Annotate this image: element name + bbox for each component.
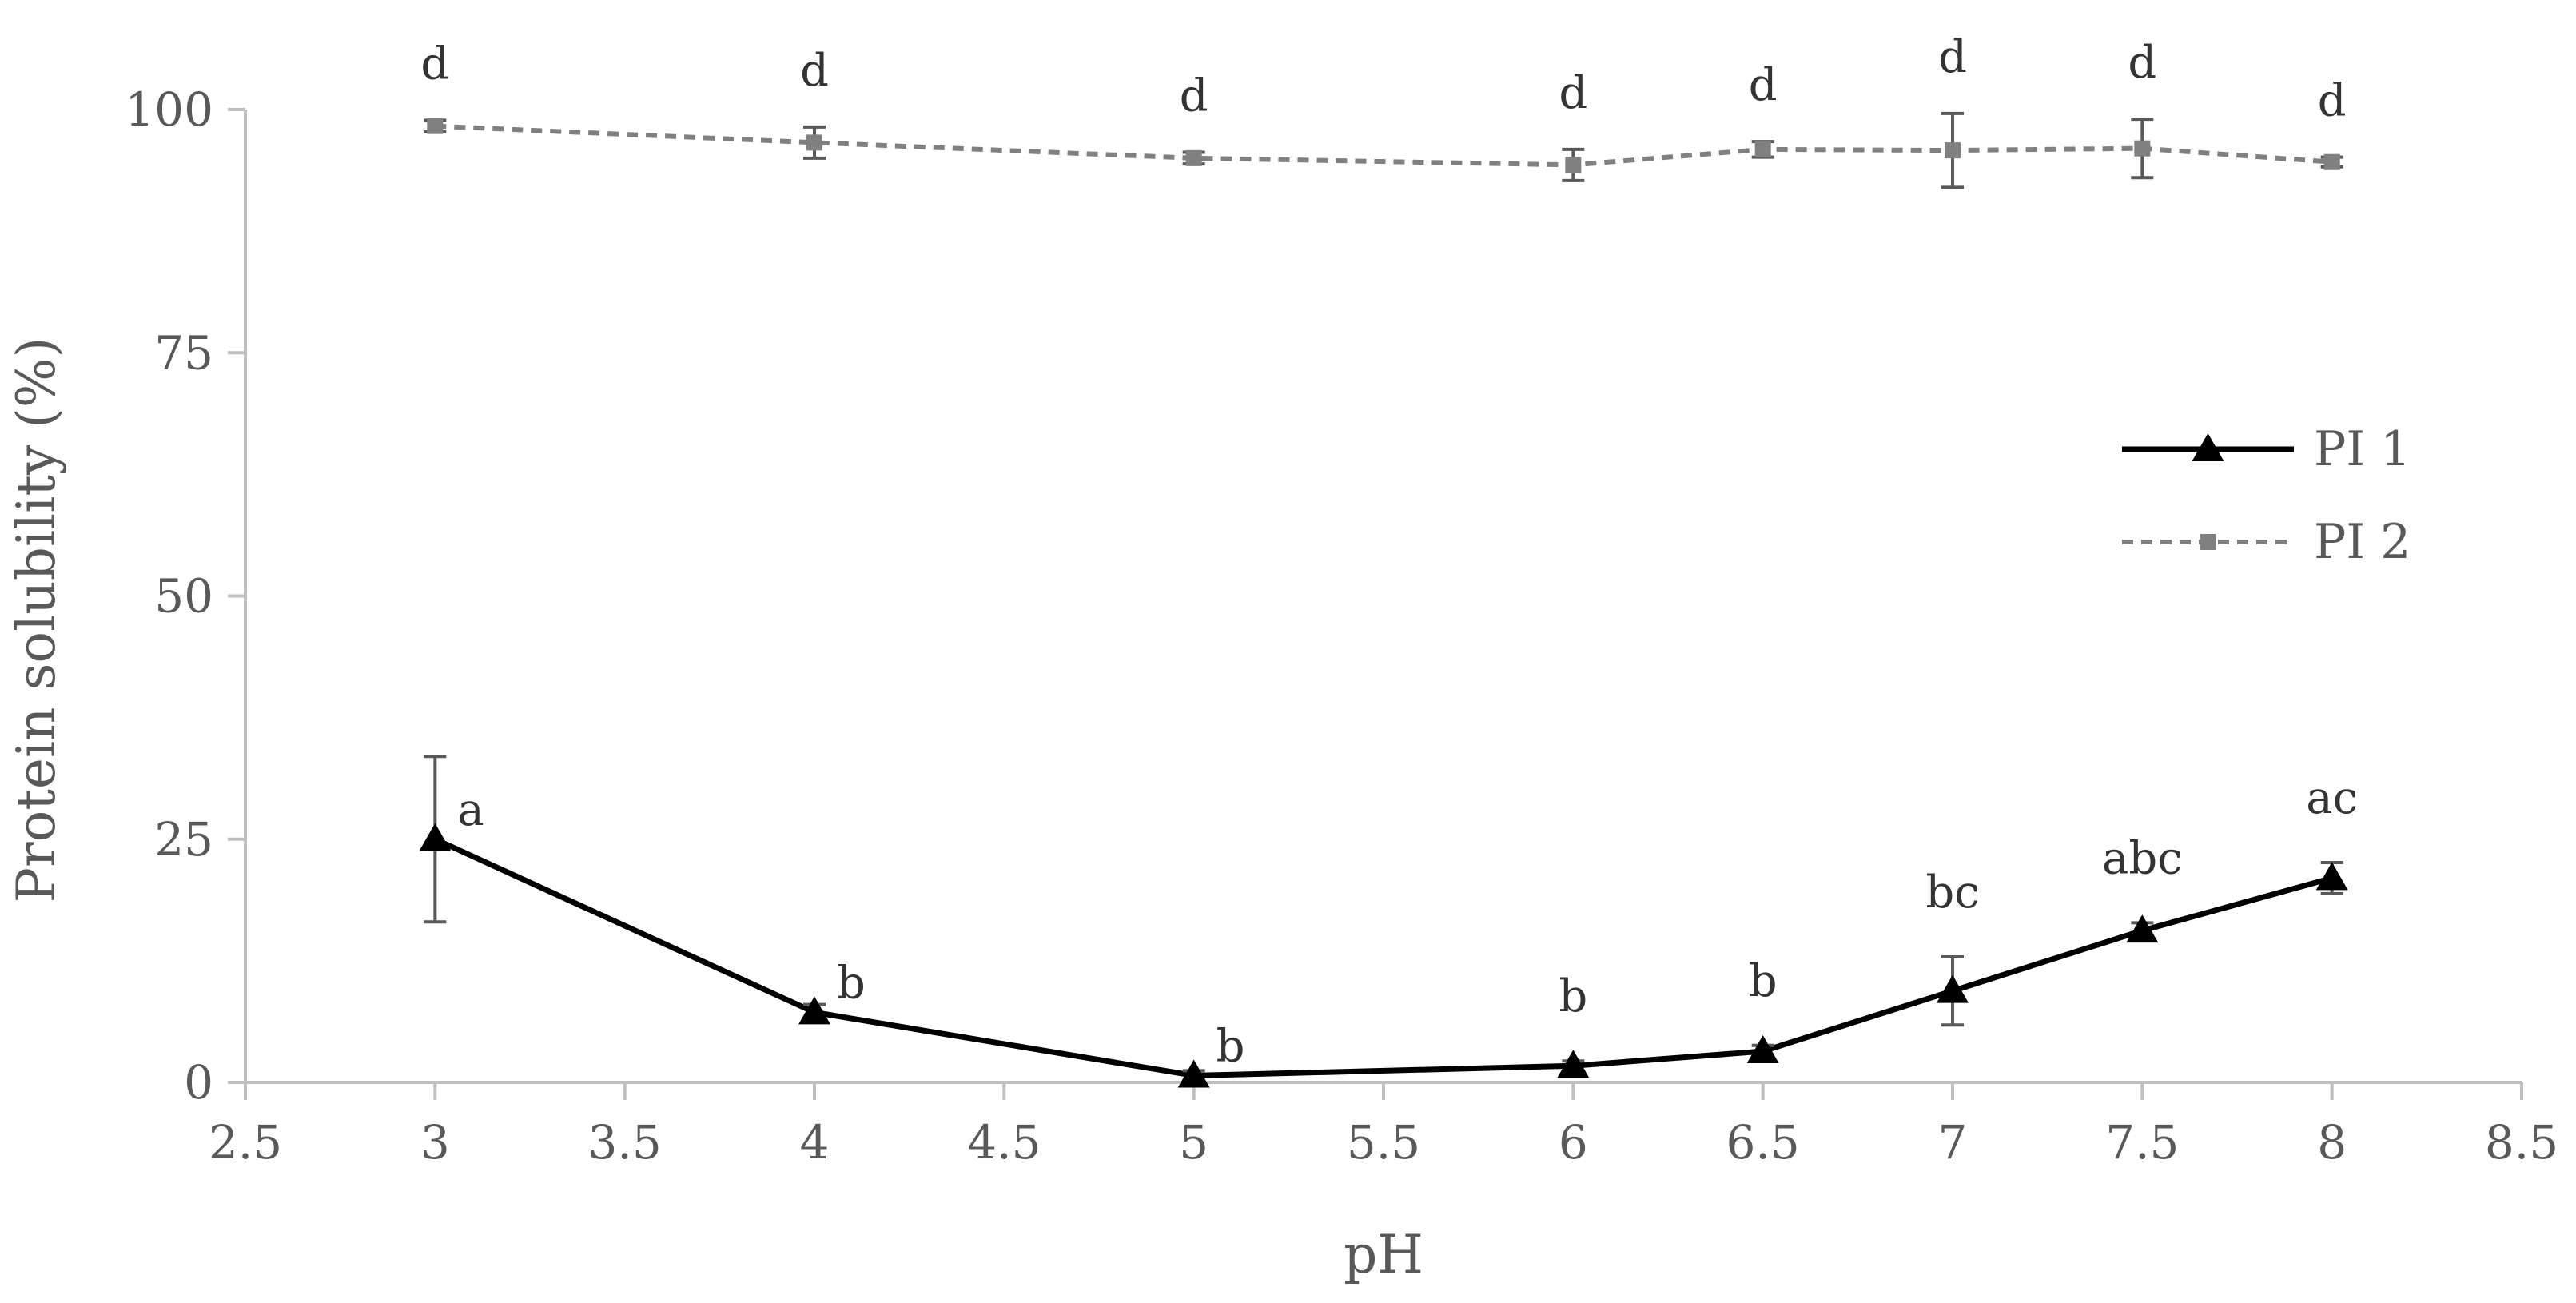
square-marker [427, 118, 444, 134]
significance-letter: bc [1925, 867, 1979, 918]
significance-letter: b [1749, 955, 1778, 1007]
triangle-marker [2192, 433, 2224, 461]
x-tick-label: 7 [1938, 1115, 1968, 1170]
triangle-marker [1746, 1035, 1779, 1064]
significance-letter: a [457, 784, 484, 836]
x-axis-title: pH [1344, 1224, 1423, 1285]
x-tick-label: 6.5 [1726, 1115, 1800, 1170]
significance-letter: b [1216, 1020, 1245, 1072]
series-pi-1 [419, 755, 2348, 1088]
triangle-marker [419, 823, 452, 851]
square-marker [1565, 157, 1582, 173]
legend-label: PI 2 [2314, 514, 2411, 570]
square-marker [1945, 142, 1961, 159]
significance-letter: d [420, 38, 449, 90]
triangle-marker [2126, 914, 2159, 943]
axes: 0 25 50 75 100 2.5 3 3.5 4 4.5 5 5.5 6 6.5 7 7.5 8 8.5 [125, 82, 2558, 1170]
square-marker [806, 134, 822, 151]
x-tick-label: 7.5 [2105, 1115, 2179, 1170]
x-tick-label: 4 [800, 1115, 830, 1170]
significance-letter: d [1559, 67, 1587, 119]
triangle-marker [2315, 862, 2348, 891]
square-marker [1754, 141, 1771, 157]
x-tick-label: 4.5 [967, 1115, 1041, 1170]
legend-item: PI 1 [2122, 421, 2411, 477]
significance-letter: b [1559, 970, 1587, 1022]
x-tick-label: 5 [1179, 1115, 1208, 1170]
legend: PI 1 PI 2 [2122, 421, 2411, 570]
significance-letter: b [837, 957, 866, 1009]
x-tick-label: 3.5 [588, 1115, 662, 1170]
y-tick-label: 75 [154, 325, 213, 380]
triangle-marker [1557, 1050, 1590, 1078]
triangle-marker [798, 996, 830, 1025]
x-tick-label: 2.5 [209, 1115, 282, 1170]
significance-letter: ac [2306, 772, 2358, 824]
x-tick-label: 6 [1559, 1115, 1588, 1170]
letter-annotations: a b b b b bc abc ac d d d d d d d d [420, 31, 2358, 1073]
square-marker [2323, 153, 2340, 170]
legend-item: PI 2 [2122, 514, 2411, 570]
y-tick-label: 25 [154, 812, 213, 867]
x-tick-label: 8.5 [2485, 1115, 2558, 1170]
square-marker [2134, 140, 2151, 157]
significance-letter: d [1180, 70, 1208, 122]
significance-letter: abc [2102, 832, 2183, 884]
triangle-marker [1177, 1059, 1210, 1088]
y-tick-label: 100 [125, 82, 213, 137]
square-marker [2200, 534, 2216, 550]
significance-letter: d [800, 45, 829, 97]
significance-letter: d [1749, 59, 1778, 111]
x-tick-label: 5.5 [1347, 1115, 1420, 1170]
triangle-marker [1937, 974, 1969, 1003]
series-pi-2 [424, 111, 2343, 189]
significance-letter: d [2318, 75, 2347, 127]
x-tick-label: 8 [2317, 1115, 2347, 1170]
y-tick-label: 50 [154, 569, 213, 624]
series-layer [419, 111, 2348, 1088]
y-axis-title: Protein solubility (%) [6, 337, 67, 903]
significance-letter: d [2128, 37, 2156, 89]
square-marker [1185, 149, 1202, 166]
x-tick-label: 3 [420, 1115, 450, 1170]
legend-label: PI 1 [2314, 421, 2411, 477]
series-line [433, 836, 2333, 1078]
y-tick-label: 0 [184, 1055, 213, 1110]
significance-letter: d [1938, 31, 1967, 83]
series-line [435, 123, 2332, 168]
